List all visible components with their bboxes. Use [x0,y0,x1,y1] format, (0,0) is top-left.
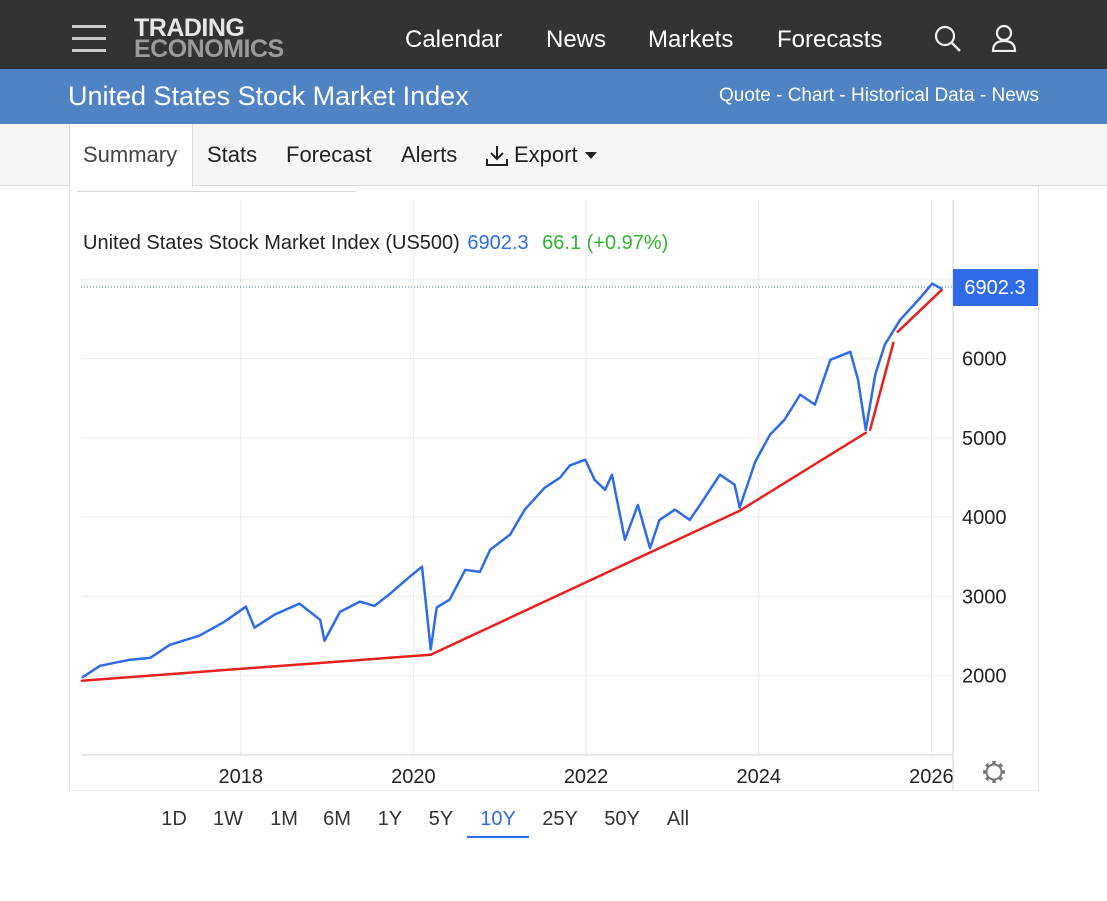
range-button[interactable]: 10Y [480,808,516,830]
range-button[interactable]: 1Y [377,808,403,830]
tab[interactable]: Export [514,142,578,167]
trend-line [429,509,741,656]
x-tick-label: 2026 [909,766,954,788]
header-link[interactable]: Chart [787,85,835,106]
range-bar [69,790,1039,839]
header-link[interactable]: Quote [719,85,771,106]
range-button[interactable]: 25Y [542,808,578,830]
active-range-underline [467,836,529,838]
dropdown-caret [585,152,597,159]
last-value-box [953,269,1038,307]
x-tick-label: 2022 [564,766,609,788]
chart-title: United States Stock Market Index (US500) [83,232,460,254]
y-tick-label: 5000 [962,428,1007,450]
search-icon[interactable] [934,25,962,53]
menu-icon[interactable] [72,24,106,52]
logo-top[interactable]: TRADING [134,14,245,42]
settings-icon[interactable] [983,761,1005,783]
nav-link[interactable]: Markets [648,26,734,53]
change: 66.1 (+0.97%) [542,232,669,254]
range-button[interactable]: 6M [323,808,351,830]
title-bar: United States Stock Market Index Quote -… [0,69,1107,124]
header-links: Quote - Chart - Historical Data - News [719,85,1039,106]
tab[interactable]: Alerts [401,142,458,167]
y-tick-label: 3000 [962,586,1007,608]
trend-line [896,288,944,334]
tab-bar [0,124,1107,187]
price-line [81,282,943,679]
x-tick-label: 2024 [736,766,781,788]
export-icon [486,146,508,166]
nav-link[interactable]: News [546,26,607,53]
header-link[interactable]: News [991,85,1039,106]
gear-ring [985,763,1003,781]
range-button[interactable]: 1M [270,808,298,830]
y-tick-label: 4000 [962,507,1007,529]
top-nav: TRADING ECONOMICS Calendar News Markets … [0,0,1107,69]
last-value-label: 6902.3 [964,277,1025,299]
tab[interactable]: Forecast [286,142,372,167]
range-button[interactable]: 5Y [428,808,454,830]
x-tick-label: 2020 [391,766,436,788]
trend-line [738,431,868,512]
x-tick-label: 2018 [218,766,263,788]
y-tick-label: 6000 [962,349,1007,371]
range-button[interactable]: 50Y [604,808,640,830]
logo-bottom[interactable]: ECONOMICS [134,35,284,63]
divider [77,191,356,192]
gear-teeth [983,761,1005,783]
nav-link[interactable]: Calendar [405,26,503,53]
y-tick-label: 2000 [962,666,1007,688]
trend-line [868,341,895,432]
tab[interactable]: Stats [207,142,258,167]
plot-background [81,200,953,755]
nav-link[interactable]: Forecasts [777,26,883,53]
user-icon[interactable] [990,24,1018,52]
header-link[interactable]: Historical Data [851,85,975,106]
chart-header: United States Stock Market Index (US500)… [83,231,668,255]
trend-line [80,653,432,682]
last-value: 6902.3 [467,232,529,254]
range-button[interactable]: 1W [213,808,243,830]
range-button[interactable]: All [666,808,690,830]
page-title: United States Stock Market Index [68,81,469,111]
tab[interactable]: Summary [83,142,178,167]
range-button[interactable]: 1D [161,808,187,830]
active-tab-bg [69,124,193,187]
